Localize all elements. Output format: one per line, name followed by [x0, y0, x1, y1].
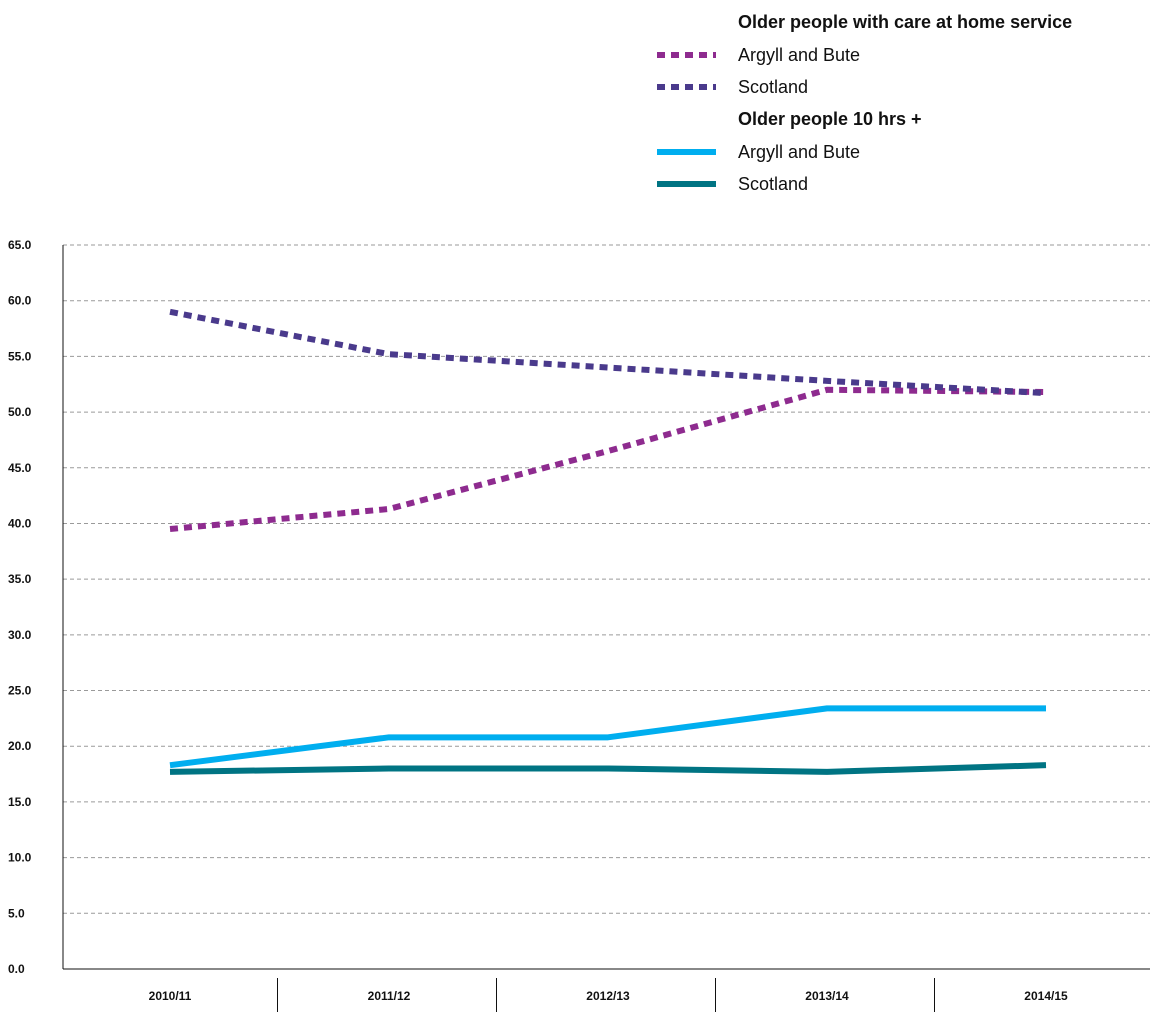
axes [62, 245, 1150, 970]
y-tick-label: 25.0 [8, 684, 32, 698]
legend-group-title-0: Older people with care at home service [738, 12, 1072, 32]
series-line-0 [169, 386, 1047, 533]
y-tick-label: 40.0 [8, 516, 32, 530]
x-tick-label: 2013/14 [805, 989, 849, 1003]
chart-legend: Older people with care at home service Ar… [657, 12, 1072, 194]
legend-label-2: Argyll and Bute [738, 142, 860, 162]
x-tick-label: 2011/12 [368, 989, 411, 1003]
legend-label-0: Argyll and Bute [738, 45, 860, 65]
y-tick-label: 45.0 [8, 461, 32, 475]
y-tick-label: 65.0 [8, 238, 32, 252]
x-tick-label: 2014/15 [1024, 989, 1068, 1003]
y-tick-label: 0.0 [8, 962, 25, 976]
series-line-3 [169, 762, 1047, 775]
x-tick-label: 2010/11 [149, 989, 192, 1003]
y-tick-label: 30.0 [8, 628, 32, 642]
y-tick-label: 15.0 [8, 795, 32, 809]
grid-lines [63, 244, 1150, 914]
y-tick-label: 35.0 [8, 572, 32, 586]
y-axis-ticks: 0.0 5.0 10.0 15.0 20.0 25.0 30.0 35.0 40.0 45.0 50… [8, 238, 32, 976]
x-tick-label: 2012/13 [586, 989, 630, 1003]
x-axis-ticks: 2010/11 2011/12 2012/13 2013/14 2014/15 [149, 978, 1068, 1012]
legend-label-3: Scotland [738, 174, 808, 194]
series-lines [169, 308, 1047, 775]
series-line-2 [169, 705, 1046, 769]
y-tick-label: 60.0 [8, 294, 32, 308]
legend-label-1: Scotland [738, 77, 808, 97]
y-tick-label: 5.0 [8, 906, 25, 920]
y-tick-label: 20.0 [8, 739, 32, 753]
y-tick-label: 10.0 [8, 851, 32, 865]
y-tick-label: 55.0 [8, 349, 32, 363]
legend-group-title-1: Older people 10 hrs + [738, 109, 922, 129]
series-line-1 [169, 308, 1047, 397]
y-tick-label: 50.0 [8, 405, 32, 419]
